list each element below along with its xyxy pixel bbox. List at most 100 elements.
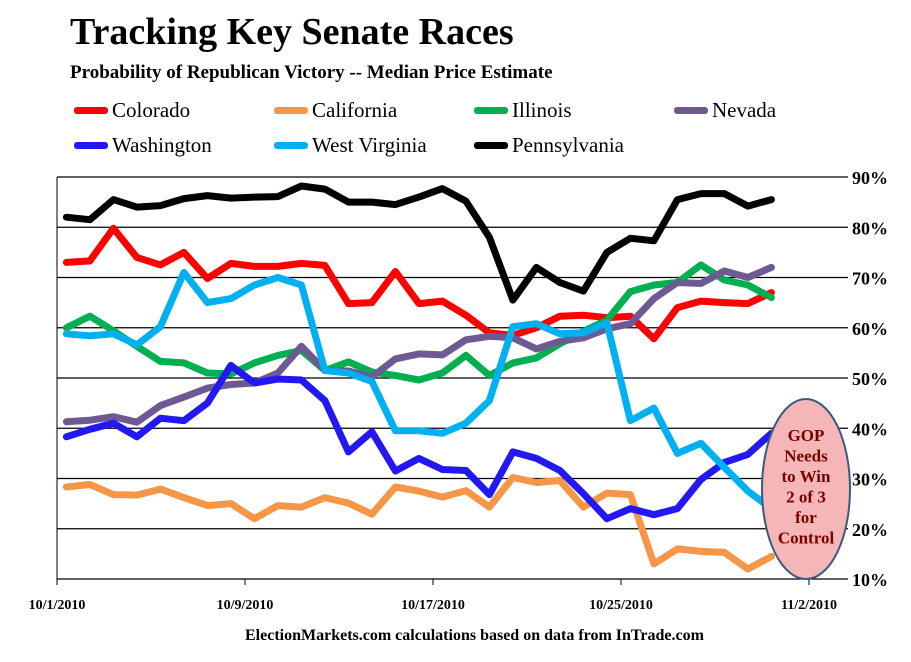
data-point (394, 374, 396, 376)
data-point (512, 326, 514, 328)
legend-item-illinois: Illinois (474, 98, 572, 123)
data-point (230, 298, 232, 300)
annotation-text: GOP (788, 426, 825, 445)
data-point (253, 196, 255, 198)
data-point (653, 240, 655, 242)
y-tick-label: 60% (852, 319, 888, 339)
data-point (676, 282, 678, 284)
data-point (230, 503, 232, 505)
y-tick-label: 30% (852, 470, 888, 490)
data-point (136, 494, 138, 496)
data-point (582, 332, 584, 334)
data-point (183, 362, 185, 364)
data-point (465, 354, 467, 356)
legend-swatch (74, 142, 108, 149)
y-tick-label: 20% (852, 520, 888, 540)
legend-swatch (674, 107, 708, 114)
data-point (770, 199, 772, 201)
data-point (206, 278, 208, 280)
data-point (136, 436, 138, 438)
data-point (89, 260, 91, 262)
data-point (582, 493, 584, 495)
chart-subtitle: Probability of Republican Victory -- Med… (70, 62, 553, 83)
data-point (653, 563, 655, 565)
annotation-text: 2 of 3 (786, 488, 826, 507)
data-point (89, 419, 91, 421)
data-point (394, 430, 396, 432)
data-point (347, 372, 349, 374)
data-point (676, 508, 678, 510)
data-point (653, 407, 655, 409)
data-point (277, 372, 279, 374)
data-point (535, 348, 537, 350)
data-point (488, 335, 490, 337)
legend-label: Nevada (712, 98, 777, 122)
data-point (559, 315, 561, 317)
data-point (65, 436, 67, 438)
legend-label: Pennsylvania (512, 133, 624, 157)
data-point (159, 488, 161, 490)
data-point (676, 307, 678, 309)
data-point (559, 340, 561, 342)
data-point (535, 323, 537, 325)
data-point (277, 265, 279, 267)
data-point (653, 514, 655, 516)
data-point (300, 185, 302, 187)
data-point (65, 327, 67, 329)
data-point (606, 518, 608, 520)
data-point (418, 379, 420, 381)
data-point (159, 205, 161, 207)
data-point (206, 372, 208, 374)
data-point (535, 482, 537, 484)
data-point (770, 297, 772, 299)
data-point (512, 451, 514, 453)
data-point (441, 188, 443, 190)
legend-label: California (312, 98, 398, 122)
data-point (347, 502, 349, 504)
data-point (300, 345, 302, 347)
x-tick-label: 10/25/2010 (589, 598, 653, 613)
data-point (112, 199, 114, 201)
data-point (700, 550, 702, 552)
data-point (112, 227, 114, 229)
data-point (206, 505, 208, 507)
data-point (465, 469, 467, 471)
data-point (441, 468, 443, 470)
data-point (629, 237, 631, 239)
data-point (206, 402, 208, 404)
x-tick-label: 11/2/2010 (781, 598, 837, 613)
legend-item-california: California (274, 98, 397, 123)
data-point (112, 422, 114, 424)
data-point (300, 506, 302, 508)
data-point (700, 283, 702, 285)
data-point (441, 354, 443, 356)
data-point (324, 400, 326, 402)
data-point (300, 284, 302, 286)
data-point (253, 362, 255, 364)
data-point (629, 508, 631, 510)
x-tick-label: 10/9/2010 (217, 598, 274, 613)
data-point (770, 292, 772, 294)
data-point (512, 362, 514, 364)
data-point (136, 344, 138, 346)
data-point (136, 206, 138, 208)
data-point (488, 494, 490, 496)
data-point (65, 421, 67, 423)
data-point (676, 452, 678, 454)
data-point (277, 505, 279, 507)
legend-label: Colorado (112, 98, 191, 122)
data-point (441, 432, 443, 434)
data-point (676, 548, 678, 550)
data-point (723, 193, 725, 195)
data-point (465, 314, 467, 316)
data-point (700, 300, 702, 302)
data-point (89, 335, 91, 337)
data-point (230, 384, 232, 386)
data-point (747, 284, 749, 286)
legend-swatch (274, 142, 308, 149)
data-point (65, 261, 67, 263)
data-point (747, 568, 749, 570)
y-tick-label: 70% (852, 269, 888, 289)
data-point (629, 315, 631, 317)
data-point (488, 400, 490, 402)
